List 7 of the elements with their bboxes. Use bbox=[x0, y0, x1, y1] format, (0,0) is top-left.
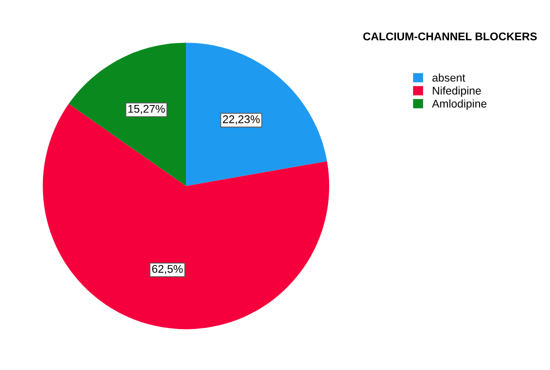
data-label: 15,27% bbox=[128, 104, 165, 114]
data-label: 22,23% bbox=[222, 115, 260, 124]
legend-label: Amlodipine bbox=[432, 99, 486, 110]
legend-label: Nifedipine bbox=[432, 86, 481, 97]
legend-title: CALCIUM-CHANNEL BLOCKERS bbox=[363, 32, 537, 40]
legend-label: absent bbox=[432, 74, 466, 82]
data-label: 62,5% bbox=[152, 264, 183, 274]
